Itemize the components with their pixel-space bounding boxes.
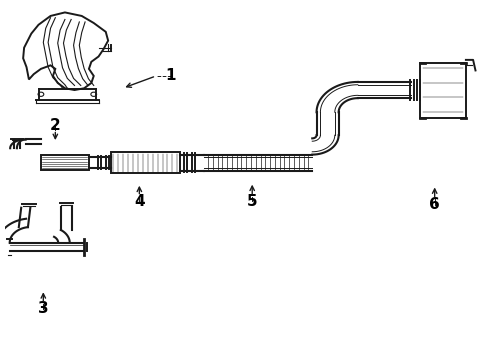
Text: 3: 3 [38, 301, 49, 316]
Bar [41, 155, 89, 170]
Bar [420, 63, 466, 118]
Text: 2: 2 [50, 118, 61, 133]
Text: 5: 5 [247, 194, 258, 209]
Text: 4: 4 [134, 194, 145, 209]
Bar [111, 153, 180, 173]
Text: 6: 6 [429, 197, 440, 212]
Text: 1: 1 [165, 68, 176, 84]
